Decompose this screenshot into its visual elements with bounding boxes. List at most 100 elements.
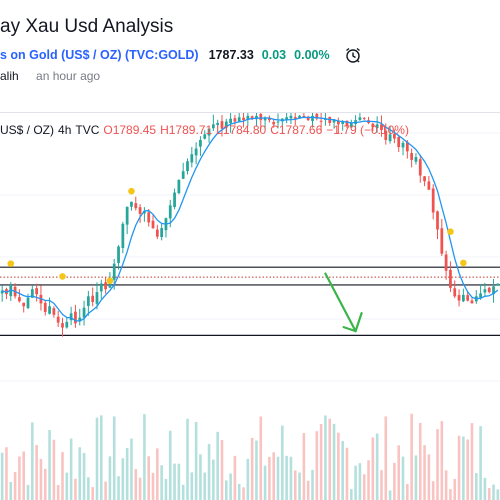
legend-change: −1.79 (−0.10%) — [326, 123, 409, 137]
candle-body — [99, 283, 103, 292]
candlestick-chart[interactable] — [0, 113, 500, 500]
chart-legend: US$ / OZ) 4h TVC O1789.45 H1789.71 L1784… — [0, 123, 409, 137]
volume-bar — [91, 487, 94, 500]
volume-bar — [436, 429, 439, 500]
volume-bar — [332, 423, 336, 500]
candle-body — [168, 205, 172, 219]
volume-bar — [487, 488, 491, 500]
volume-bar — [418, 422, 422, 500]
signal-dot — [106, 277, 114, 284]
candle-body — [0, 290, 4, 294]
candle-body — [418, 159, 422, 176]
candle-body — [479, 293, 482, 298]
candle-body — [427, 181, 431, 190]
candle-body — [306, 116, 310, 121]
volume-bar — [289, 456, 293, 500]
candle-body — [224, 121, 228, 128]
volume-bar — [48, 430, 51, 500]
volume-bar — [293, 470, 297, 500]
volume-bar — [5, 447, 8, 500]
candle-body — [203, 134, 207, 139]
candle-body — [130, 201, 133, 207]
legend-interval: 4h — [58, 123, 72, 137]
volume-bar — [440, 421, 444, 500]
candle-body — [237, 117, 241, 122]
candle-body — [345, 120, 349, 126]
volume-bar — [181, 484, 185, 500]
candle-body — [246, 115, 250, 120]
candle-body — [95, 292, 99, 304]
volume-bar — [190, 472, 194, 500]
candle-body — [397, 137, 401, 148]
candle-body — [384, 130, 388, 140]
volume-bar — [100, 415, 103, 500]
price-change-percent: 0.00% — [294, 48, 330, 62]
candle-body — [401, 142, 405, 148]
chart-area[interactable]: US$ / OZ) 4h TVC O1789.45 H1789.71 L1784… — [0, 112, 500, 500]
volume-bar — [466, 439, 469, 500]
volume-bar — [22, 451, 25, 500]
candle-body — [242, 117, 245, 121]
candle-body — [43, 302, 47, 312]
signal-dot — [460, 259, 467, 267]
volume-bar — [384, 416, 388, 500]
candle-body — [453, 288, 457, 297]
volume-bar — [229, 473, 232, 500]
volume-bar — [138, 477, 142, 500]
candle-body — [56, 316, 60, 323]
candle-body — [272, 122, 276, 125]
volume-bar — [358, 463, 362, 500]
alarm-clock-icon[interactable] — [344, 46, 362, 64]
volume-bar — [56, 485, 60, 500]
candle-body — [147, 212, 151, 223]
candle-body — [259, 114, 263, 121]
candle-body — [341, 121, 345, 124]
candle-body — [289, 115, 293, 119]
volume-bar — [82, 452, 86, 500]
candle-body — [220, 121, 224, 129]
candle-body — [414, 157, 418, 162]
volume-bar — [18, 456, 21, 500]
volume-bar — [492, 484, 495, 500]
volume-bar — [302, 433, 306, 500]
volume-bar — [393, 462, 396, 500]
volume-bar — [354, 465, 357, 500]
volume-bar — [199, 454, 202, 500]
candle-body — [91, 295, 95, 302]
symbol-link[interactable]: s on Gold (US$ / OZ) (TVC:GOLD) — [0, 48, 199, 62]
volume-bar — [475, 473, 478, 500]
volume-bar — [281, 425, 284, 500]
candle-body — [302, 115, 306, 118]
volume-bar — [87, 477, 90, 500]
candle-body — [82, 307, 86, 318]
volume-bar — [496, 489, 500, 500]
volume-bar — [328, 418, 332, 500]
volume-bar — [427, 454, 431, 500]
volume-bar — [268, 456, 271, 500]
candle-body — [388, 134, 392, 142]
candle-body — [104, 282, 107, 290]
volume-bar — [160, 465, 163, 500]
candle-body — [61, 323, 64, 328]
volume-bar — [147, 456, 150, 500]
candle-body — [207, 128, 211, 136]
volume-bar — [78, 447, 82, 500]
volume-bar — [462, 436, 465, 500]
volume-bar — [112, 416, 116, 500]
author-name[interactable]: alih — [0, 69, 19, 83]
volume-bar — [246, 458, 250, 500]
volume-bar — [272, 452, 275, 500]
candle-body — [186, 161, 189, 172]
volume-bar — [306, 480, 310, 500]
candle-body — [48, 306, 51, 314]
candle-body — [444, 254, 448, 271]
candle-body — [410, 153, 414, 160]
volume-bar — [143, 414, 146, 500]
candle-body — [496, 283, 500, 286]
volume-bar — [285, 455, 288, 500]
candle-body — [276, 121, 280, 123]
signal-dot — [128, 187, 135, 195]
candle-body — [173, 192, 176, 208]
volume-bar — [470, 423, 474, 500]
candle-body — [143, 211, 146, 214]
